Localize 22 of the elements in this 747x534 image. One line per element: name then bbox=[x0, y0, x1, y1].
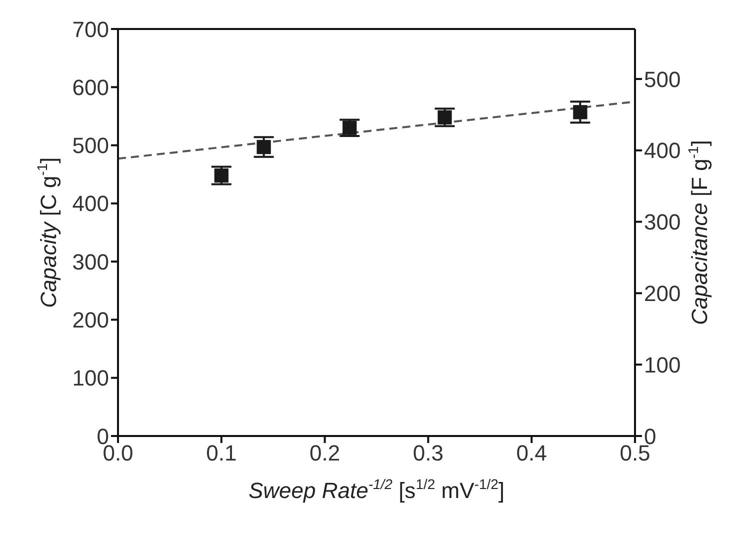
y-tick-label: 500 bbox=[72, 133, 109, 158]
y2-tick-label: 400 bbox=[644, 138, 681, 164]
y2-tick-label: 500 bbox=[644, 66, 681, 92]
x-tick-label: 0.2 bbox=[310, 440, 340, 466]
x-axis-title: Sweep Rate$^{-1/2}$ [s$^{1/2}$ mV$^{-1/2}$] bbox=[248, 476, 505, 503]
y-tick-label: 300 bbox=[72, 249, 109, 274]
y-tick-label: 100 bbox=[72, 366, 109, 391]
y2-tick-label: 100 bbox=[644, 352, 681, 378]
x-tick-label: 0.1 bbox=[206, 440, 237, 466]
point bbox=[256, 140, 271, 154]
y2-tick-label: 200 bbox=[644, 281, 681, 306]
y-tick-label: 200 bbox=[72, 308, 109, 333]
y-tick-label: 400 bbox=[72, 191, 109, 216]
x-tick-label: 0.3 bbox=[412, 440, 444, 466]
y-tick-label: 700 bbox=[72, 16, 109, 42]
point bbox=[214, 168, 228, 183]
point bbox=[342, 120, 357, 135]
point bbox=[573, 105, 588, 120]
y-tick-label: 600 bbox=[72, 74, 109, 100]
x-tick-label: 0.4 bbox=[516, 440, 547, 466]
y2-tick-label: 300 bbox=[644, 210, 681, 235]
point bbox=[438, 110, 452, 124]
